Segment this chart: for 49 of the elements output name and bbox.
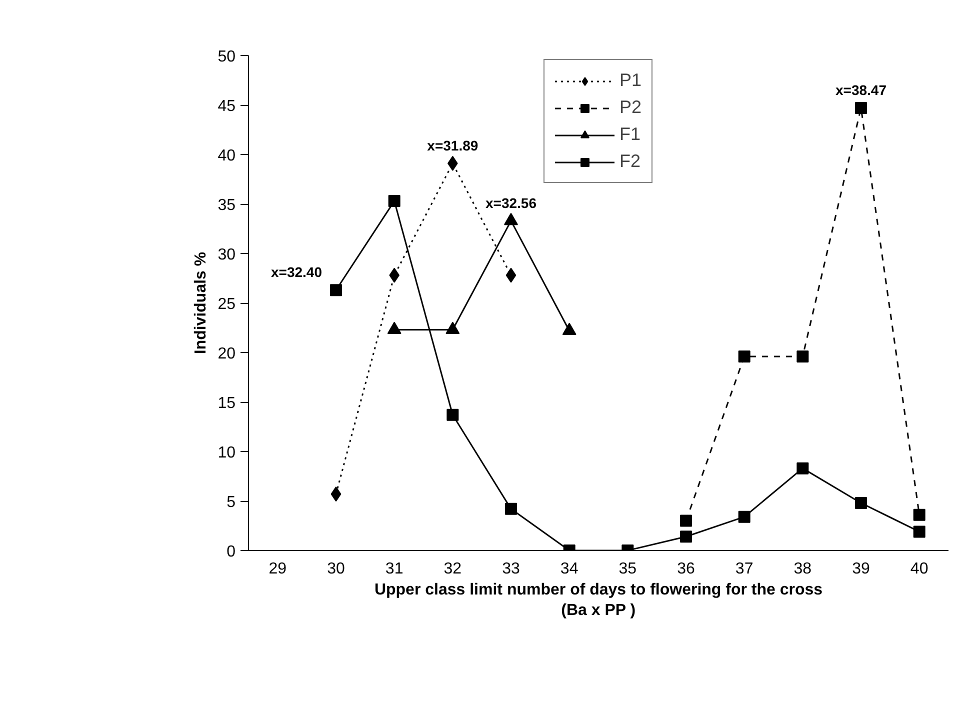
y-tick-label: 5	[226, 494, 236, 511]
x-tick-label: 37	[735, 560, 754, 578]
x-tick-label: 40	[910, 560, 928, 578]
annotation: x=32.56	[486, 194, 537, 211]
legend-label: F1	[619, 124, 640, 145]
legend-label: P1	[619, 70, 642, 91]
y-tick-label: 30	[218, 246, 236, 264]
x-axis-title: Upper class limit number of days to flowering for the cross (Ba x PP )	[374, 582, 823, 619]
y-tick-label: 15	[218, 395, 236, 412]
point	[796, 350, 809, 362]
y-tick-label: 10	[218, 444, 236, 462]
y-tick-label: 45	[218, 98, 236, 115]
y-tick-label: 35	[218, 197, 236, 214]
point	[446, 408, 459, 421]
x-tick-label: 36	[677, 560, 695, 578]
y-tick-label: 20	[218, 346, 236, 362]
point	[506, 268, 516, 283]
point	[913, 526, 926, 538]
y-tick-label: 25	[218, 296, 236, 313]
y-tick-label: 50	[218, 48, 236, 66]
point	[680, 530, 692, 543]
y-tick-label: 40	[218, 148, 236, 164]
point	[913, 508, 926, 521]
annotation: x=31.89	[427, 137, 478, 154]
point	[680, 514, 692, 527]
y-axis-title: Individuals %	[192, 252, 210, 354]
x-tick-label: 32	[444, 560, 462, 578]
x-tick-label: 38	[794, 560, 812, 578]
x-tick-label: 31	[385, 560, 404, 578]
point	[388, 195, 400, 208]
annotation: x=38.47	[836, 82, 887, 98]
x-tick-label: 34	[560, 560, 578, 578]
x-tick-label: 30	[327, 560, 345, 578]
point	[505, 502, 517, 515]
point	[855, 102, 867, 114]
point	[330, 284, 342, 296]
annotation: x=32.40	[271, 264, 322, 280]
point	[796, 462, 809, 474]
point	[738, 510, 750, 523]
point	[738, 350, 750, 362]
legend-label: F2	[619, 151, 640, 172]
point	[855, 496, 867, 509]
x-tick-label: 39	[852, 560, 870, 578]
y-tick-label: 0	[226, 544, 236, 560]
x-tick-label: 33	[502, 560, 520, 578]
point	[330, 486, 342, 502]
legend-label: P2	[619, 97, 642, 118]
x-tick-label: 29	[268, 560, 287, 578]
x-tick-label: 35	[618, 560, 637, 578]
